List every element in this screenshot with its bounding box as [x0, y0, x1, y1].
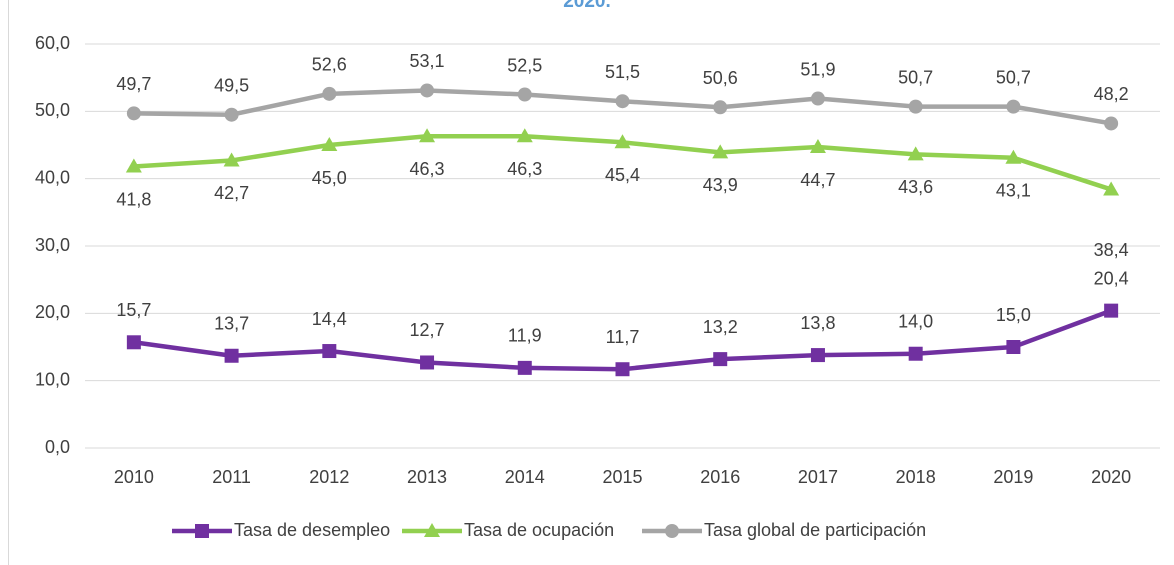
data-label: 41,8 [116, 189, 151, 209]
data-label: 14,4 [312, 309, 347, 329]
data-label: 46,3 [410, 159, 445, 179]
data-label: 20,4 [1094, 268, 1129, 288]
y-tick-label: 0,0 [45, 437, 70, 457]
marker [908, 346, 923, 361]
legend-label: Tasa global de participación [704, 520, 926, 540]
chart-border [8, 0, 9, 565]
marker [1006, 99, 1021, 114]
marker [1103, 181, 1120, 196]
data-label: 50,6 [703, 68, 738, 88]
data-label: 53,1 [410, 51, 445, 71]
data-label: 12,7 [410, 320, 445, 340]
y-tick-label: 10,0 [35, 369, 70, 389]
x-tick-label: 2010 [114, 467, 154, 487]
marker [908, 99, 923, 114]
data-label: 52,6 [312, 55, 347, 75]
x-tick-label: 2012 [309, 467, 349, 487]
data-label: 44,7 [800, 170, 835, 190]
x-tick-label: 2016 [700, 467, 740, 487]
marker [322, 344, 337, 359]
marker [907, 146, 924, 161]
data-label: 13,2 [703, 317, 738, 337]
marker [809, 139, 826, 154]
data-label: 48,2 [1094, 84, 1129, 104]
marker [810, 91, 825, 106]
marker [516, 128, 533, 143]
chart-title: 2020. [563, 0, 611, 12]
data-label: 49,7 [116, 74, 151, 94]
x-tick-label: 2013 [407, 467, 447, 487]
data-label: 49,5 [214, 75, 249, 95]
marker [712, 144, 729, 159]
x-tick-label: 2011 [212, 467, 251, 487]
y-tick-label: 20,0 [35, 302, 70, 322]
x-tick-label: 2014 [505, 467, 545, 487]
marker [419, 128, 436, 143]
marker [195, 524, 209, 538]
marker [420, 83, 435, 98]
data-label: 43,1 [996, 181, 1031, 201]
marker [223, 152, 240, 167]
data-label: 15,7 [116, 300, 151, 320]
marker [224, 107, 239, 122]
data-label: 38,4 [1094, 240, 1129, 260]
y-tick-label: 60,0 [35, 33, 70, 53]
x-tick-label: 2018 [896, 467, 936, 487]
data-label: 13,7 [214, 314, 249, 334]
data-label: 51,9 [800, 59, 835, 79]
marker [321, 137, 338, 151]
legend-label: Tasa de desempleo [234, 520, 390, 540]
marker [224, 348, 239, 363]
marker [615, 362, 630, 377]
x-tick-label: 2017 [798, 467, 838, 487]
legend-label: Tasa de ocupación [464, 520, 614, 540]
data-label: 45,0 [312, 168, 347, 188]
marker [810, 348, 825, 363]
marker [424, 523, 440, 537]
data-label: 15,0 [996, 305, 1031, 325]
data-label: 13,8 [800, 313, 835, 333]
data-label: 46,3 [507, 159, 542, 179]
data-label: 52,5 [507, 55, 542, 75]
data-label: 14,0 [898, 311, 933, 331]
y-tick-label: 40,0 [35, 167, 70, 187]
y-tick-label: 50,0 [35, 100, 70, 120]
marker [614, 134, 631, 149]
data-label: 11,9 [508, 326, 542, 346]
marker [517, 87, 532, 102]
marker [125, 158, 142, 173]
marker [517, 360, 532, 375]
data-label: 42,7 [214, 183, 249, 203]
data-label: 43,6 [898, 177, 933, 197]
x-tick-label: 2019 [993, 467, 1033, 487]
data-label: 11,7 [606, 327, 640, 347]
marker [665, 524, 679, 538]
x-tick-label: 2015 [602, 467, 642, 487]
marker [126, 106, 141, 121]
marker [322, 86, 337, 101]
marker [126, 335, 141, 350]
data-label: 43,9 [703, 175, 738, 195]
marker [1006, 340, 1021, 354]
marker [615, 94, 630, 109]
y-tick-label: 30,0 [35, 235, 70, 255]
marker [713, 100, 728, 115]
marker [713, 352, 728, 367]
data-label: 50,7 [996, 67, 1031, 87]
data-label: 45,4 [605, 165, 640, 185]
x-tick-label: 2020 [1091, 467, 1131, 487]
marker [1104, 303, 1119, 318]
marker [1104, 116, 1119, 131]
data-label: 50,7 [898, 67, 933, 87]
marker [420, 355, 435, 370]
data-label: 51,5 [605, 62, 640, 82]
marker [1005, 149, 1022, 164]
